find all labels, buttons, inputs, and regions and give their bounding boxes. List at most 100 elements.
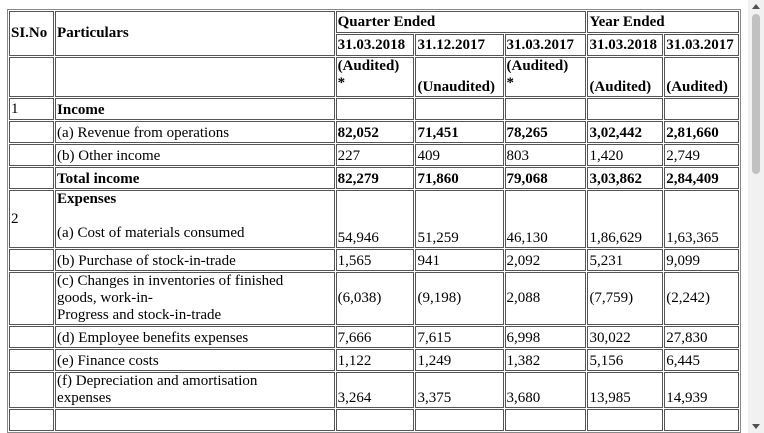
empty-cell bbox=[504, 98, 587, 120]
sl-cell bbox=[9, 372, 55, 408]
value: 3,375 bbox=[417, 390, 452, 406]
value: 6,445 bbox=[666, 353, 700, 369]
value-cell: 2,81,660 bbox=[664, 121, 739, 143]
empty-cell bbox=[335, 409, 415, 431]
empty-cell bbox=[664, 409, 739, 431]
date: 31.03.2018 bbox=[337, 36, 406, 53]
value-cell: 7,666 bbox=[335, 326, 415, 348]
value-cell: 71,451 bbox=[415, 121, 504, 143]
value-cell: 2,749 bbox=[664, 144, 739, 166]
value: 79,068 bbox=[506, 171, 548, 187]
value-cell: (7,759) bbox=[587, 272, 664, 325]
scrollbar-thumb[interactable] bbox=[752, 14, 760, 174]
header-cell: 31.03.2017 bbox=[504, 34, 587, 56]
empty-cell bbox=[664, 98, 739, 120]
value: 2,092 bbox=[506, 253, 541, 269]
particulars-cell: (a) Revenue from operations bbox=[55, 121, 335, 143]
date: 31.03.2017 bbox=[666, 36, 734, 53]
value-cell: 1,249 bbox=[415, 349, 504, 371]
particulars-cell: (b) Other income bbox=[55, 144, 335, 166]
header-text: Particulars bbox=[57, 25, 129, 41]
value-cell: (2,242) bbox=[664, 272, 739, 325]
table-row: (a) Revenue from operations 82,052 71,451 7… bbox=[9, 121, 739, 143]
scrollbar[interactable] bbox=[748, 0, 764, 433]
particulars-cell: (c) Changes in inventories of finished g… bbox=[55, 272, 335, 325]
value-cell: 3,03,862 bbox=[587, 167, 664, 189]
value-cell: 46,130 bbox=[504, 190, 587, 248]
value-cell: 79,068 bbox=[504, 167, 587, 189]
particulars-cell: (f) Depreciation and amortisation expens… bbox=[55, 372, 335, 408]
value: 78,265 bbox=[506, 125, 548, 141]
date: 31.03.2017 bbox=[506, 36, 575, 53]
value: 82,052 bbox=[337, 125, 379, 141]
sl-no: 1 bbox=[11, 100, 19, 117]
value-cell: 941 bbox=[415, 249, 504, 271]
value: 5,156 bbox=[589, 353, 624, 369]
value: 1,420 bbox=[589, 148, 624, 164]
empty-cell bbox=[587, 409, 664, 431]
value-cell: 1,382 bbox=[504, 349, 587, 371]
value-cell: (6,038) bbox=[335, 272, 415, 325]
value-cell: 6,445 bbox=[664, 349, 739, 371]
header-cell: 31.12.2017 bbox=[415, 34, 504, 56]
sl-cell bbox=[9, 326, 55, 348]
value: 54,946 bbox=[337, 230, 379, 246]
value: 2,81,660 bbox=[666, 125, 719, 141]
value: 51,259 bbox=[417, 230, 459, 246]
value-cell: 3,680 bbox=[504, 372, 587, 408]
value-cell: (9,198) bbox=[415, 272, 504, 325]
value-cell: 2,088 bbox=[504, 272, 587, 325]
particulars-label: (d) Employee benefits expenses bbox=[57, 330, 249, 346]
value-cell: 9,099 bbox=[664, 249, 739, 271]
value: 2,84,409 bbox=[666, 171, 719, 187]
table-row: (d) Employee benefits expenses 7,666 7,615… bbox=[9, 326, 739, 348]
audit-status: (Audited) bbox=[666, 79, 728, 95]
empty-cell bbox=[587, 98, 664, 120]
value: 1,565 bbox=[337, 253, 372, 269]
table-row: 1 Income bbox=[9, 98, 739, 120]
header-cell: (Audited) * bbox=[335, 57, 415, 97]
sl-no: 2 bbox=[11, 210, 19, 227]
value: (6,038) bbox=[337, 290, 382, 306]
value: 227 bbox=[337, 148, 361, 164]
empty-cell bbox=[9, 57, 55, 97]
value-cell: 14,939 bbox=[664, 372, 739, 408]
table-wrap: SI.No Particulars Quarter Ended Year End… bbox=[7, 9, 745, 433]
value: 803 bbox=[506, 148, 530, 164]
value-cell: 30,022 bbox=[587, 326, 664, 348]
table-row: (b) Other income 227 409 803 1,420 2,749 bbox=[9, 144, 739, 166]
audit-status: (Audited) bbox=[589, 79, 652, 95]
value: 13,985 bbox=[589, 390, 631, 406]
header-text: Quarter Ended bbox=[337, 13, 436, 30]
value: 2,088 bbox=[506, 290, 541, 306]
table-row: (e) Finance costs 1,122 1,249 1,382 5,156 6,4… bbox=[9, 349, 739, 371]
header-text: SI.No bbox=[11, 25, 48, 41]
value: (2,242) bbox=[666, 290, 710, 306]
value: 3,03,862 bbox=[589, 171, 642, 187]
empty-cell bbox=[55, 57, 335, 97]
value: 1,382 bbox=[506, 353, 541, 369]
sl-cell: 2 bbox=[9, 190, 55, 248]
audit-status: (Unaudited) bbox=[417, 79, 495, 95]
value-cell: 13,985 bbox=[587, 372, 664, 408]
value-cell: 1,63,365 bbox=[664, 190, 739, 248]
header-row: (Audited) * (Unaudited) (Audited) * (Audite… bbox=[9, 57, 739, 97]
value: 6,998 bbox=[506, 330, 541, 346]
particulars-label: (c) Changes in inventories of finished g… bbox=[57, 273, 284, 323]
sl-cell bbox=[9, 249, 55, 271]
value: 27,830 bbox=[666, 330, 708, 346]
table-row: (c) Changes in inventories of finished g… bbox=[9, 272, 739, 325]
value-cell: 1,86,629 bbox=[587, 190, 664, 248]
particulars-cell: (e) Finance costs bbox=[55, 349, 335, 371]
particulars-label: (e) Finance costs bbox=[57, 353, 159, 369]
particulars-label: (b) Other income bbox=[57, 148, 161, 164]
value: 409 bbox=[417, 148, 440, 164]
value-cell: 82,279 bbox=[335, 167, 415, 189]
table-body: SI.No Particulars Quarter Ended Year End… bbox=[9, 11, 739, 431]
value: 71,860 bbox=[417, 171, 459, 187]
value-cell: 2,84,409 bbox=[664, 167, 739, 189]
value-cell: 51,259 bbox=[415, 190, 504, 248]
audit-status: (Audited) * bbox=[506, 58, 569, 91]
value-cell: 3,375 bbox=[415, 372, 504, 408]
